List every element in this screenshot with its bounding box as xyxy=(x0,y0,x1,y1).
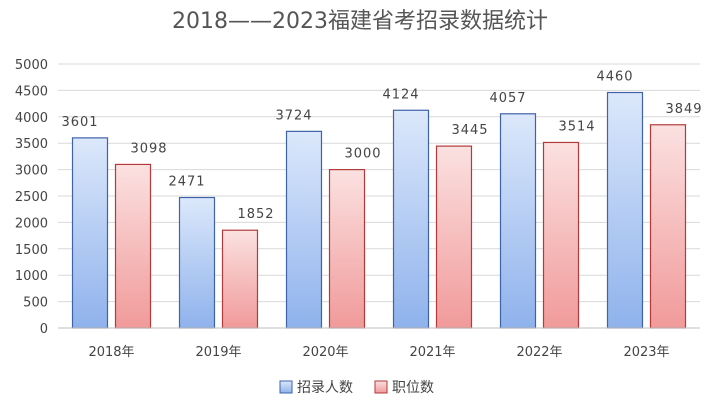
y-tick-label: 2500 xyxy=(15,190,48,205)
bar-positions xyxy=(114,163,152,329)
y-tick-label: 3000 xyxy=(15,164,48,179)
data-labels: 3601 3098 2471 1852 3724 3000 4124 3445 4057 3514… xyxy=(61,70,702,223)
y-tick-label: 500 xyxy=(23,296,48,311)
y-tick-label: 4000 xyxy=(15,111,48,126)
data-label: 4460 xyxy=(596,70,633,85)
y-tick-label: 3500 xyxy=(15,137,48,152)
x-tick-label: 2023年 xyxy=(623,345,669,360)
legend-swatch xyxy=(374,380,388,394)
legend-label: 招录人数 xyxy=(297,380,353,396)
data-label: 3000 xyxy=(344,147,381,162)
y-tick-label: 1500 xyxy=(15,243,48,258)
bar-positions xyxy=(435,145,473,329)
y-axis-tick-labels: 0 500 1000 1500 2000 2500 3000 3500 4000 4500 5000 xyxy=(15,58,48,337)
data-label: 3514 xyxy=(558,119,595,134)
data-label: 3445 xyxy=(451,123,488,138)
data-label: 4057 xyxy=(489,91,526,106)
data-label: 3098 xyxy=(130,141,167,156)
x-tick-label: 2020年 xyxy=(302,345,348,360)
legend-label: 职位数 xyxy=(392,380,434,396)
bar-positions xyxy=(221,229,259,329)
x-tick-label: 2018年 xyxy=(88,345,134,360)
bar-enrollment xyxy=(71,137,109,329)
x-tick-label: 2021年 xyxy=(409,345,455,360)
data-label: 2471 xyxy=(168,175,205,190)
x-tick-label: 2019年 xyxy=(195,345,241,360)
y-tick-label: 5000 xyxy=(15,58,48,73)
data-label: 3724 xyxy=(275,108,312,123)
y-tick-label: 2000 xyxy=(15,216,48,231)
bar-positions xyxy=(542,141,580,329)
bar-enrollment xyxy=(285,130,323,329)
bar-enrollment xyxy=(178,196,216,329)
bar-enrollment xyxy=(392,109,430,329)
data-label: 3601 xyxy=(61,115,98,130)
y-tick-label: 1000 xyxy=(15,269,48,284)
legend: 招录人数 职位数 xyxy=(279,380,434,396)
chart-title: 2018——2023福建省考招录数据统计 xyxy=(172,9,548,34)
y-tick-label: 0 xyxy=(40,322,48,337)
y-tick-label: 4500 xyxy=(15,84,48,99)
legend-swatch xyxy=(279,380,293,394)
bar-positions xyxy=(328,169,366,329)
x-axis-tick-labels: 2018年 2019年 2020年 2021年 2022年 2023年 xyxy=(88,345,669,360)
data-label: 4124 xyxy=(382,87,419,102)
bar-enrollment xyxy=(499,113,537,329)
data-label: 1852 xyxy=(237,207,274,222)
bar-positions xyxy=(649,124,687,329)
bar-enrollment xyxy=(606,91,644,329)
x-tick-label: 2022年 xyxy=(516,345,562,360)
grid-lines xyxy=(58,63,700,303)
data-label: 3849 xyxy=(665,102,702,117)
